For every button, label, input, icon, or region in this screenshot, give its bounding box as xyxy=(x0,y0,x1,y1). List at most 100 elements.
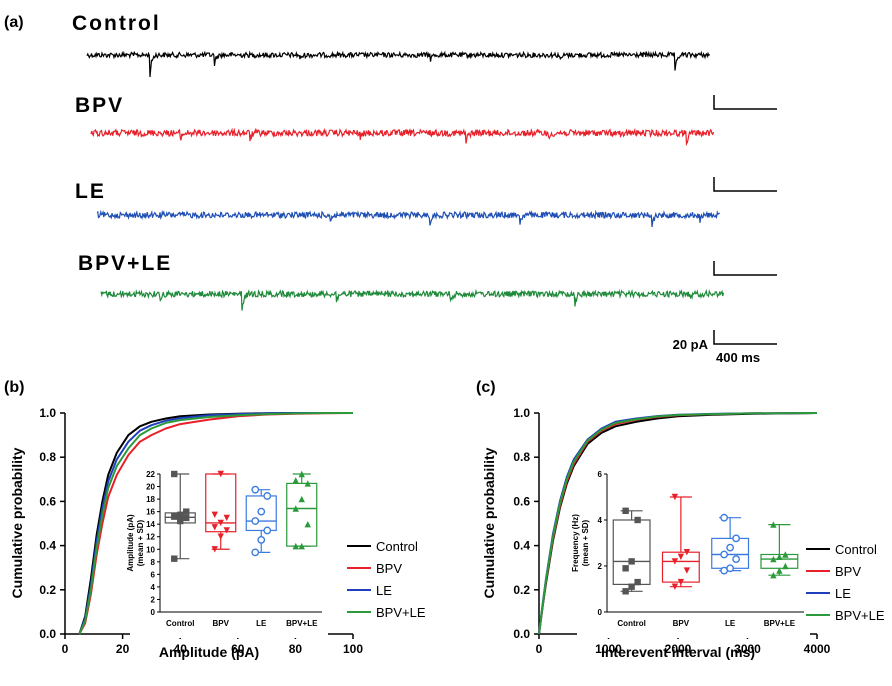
c-y-tick-label: 0.4 xyxy=(513,539,530,553)
c-x-tick-label: 3000 xyxy=(734,642,761,656)
b-inset-group-bpv-le-point xyxy=(304,480,311,487)
b-inset-group-bpv-le-point xyxy=(298,470,305,478)
c-inset-y-tick-label: 0 xyxy=(598,608,603,617)
b-y-tick-label: 0.6 xyxy=(39,494,56,508)
c-legend-label: BPV xyxy=(835,564,861,579)
c-inset-group-le-point xyxy=(726,564,735,573)
b-inset-y-tick-label: 8 xyxy=(151,558,156,567)
b-y-tick-label: 0.4 xyxy=(39,539,56,553)
b-inset-group-le-point xyxy=(257,535,266,544)
b-legend-label: LE xyxy=(376,583,392,598)
scale-bar-main xyxy=(713,330,777,345)
c-y-tick-label: 0.8 xyxy=(513,450,530,464)
b-inset-group-control-point xyxy=(177,511,184,518)
b-inset-y-tick-label: 18 xyxy=(146,495,155,504)
c-inset-group-bpv-le-point xyxy=(776,553,783,560)
b-y-tick-label: 1.0 xyxy=(39,406,56,420)
b-inset-group-bpv-point xyxy=(211,511,218,518)
c-inset-y-axis-title: Frequency (Hz) xyxy=(571,514,580,572)
c-inset-y-tick-label: 2 xyxy=(598,562,603,571)
b-inset-boxplot: 0 2 4 6 8 10 12 14 16 18 20 22 Amplitude (pA) (mean +… xyxy=(126,466,328,638)
b-inset-y-axis-title: Amplitude (pA) xyxy=(126,514,135,572)
b-y-tick-label: 0.0 xyxy=(39,627,56,641)
b-inset-background xyxy=(130,466,328,638)
b-inset-group-bpv-le-point xyxy=(298,495,305,503)
scale-current-label: 20 pA xyxy=(673,337,709,352)
trace-label-control: Control xyxy=(72,12,161,35)
scale-bar-bpv xyxy=(713,95,777,110)
b-inset-group-bpv-point xyxy=(211,524,218,531)
b-series xyxy=(78,412,354,635)
b-x-tick-label: 80 xyxy=(289,642,303,656)
c-inset-group-bpv-le-point xyxy=(776,567,783,574)
b-y-tick-label: 0.2 xyxy=(39,583,56,597)
b-inset-group-bpv-label: BPV xyxy=(213,619,230,628)
c-inset-group-le-point xyxy=(732,534,741,543)
trace-bpv-le xyxy=(100,288,725,311)
b-y-axis-title: Cumulative probability xyxy=(9,447,25,598)
b-inset-y-tick-label: 6 xyxy=(151,570,156,579)
b-legend-label: BPV xyxy=(376,561,402,576)
b-x-axis-title: Amplitude (pA) xyxy=(159,644,259,660)
b-inset-group-control-point xyxy=(171,470,178,478)
c-x-axis-title: Interevent interval (ms) xyxy=(601,644,755,660)
b-x-ticks: 0 20 40 60 80 100 xyxy=(62,634,363,656)
panel-b: (b) 0 20 40 60 80 100 0.00.20.40.60.81.0 Ampl… xyxy=(4,379,426,660)
c-inset-y-tick-label: 6 xyxy=(598,470,603,479)
c-inset-group-control-point xyxy=(628,583,635,590)
b-x-tick-label: 0 xyxy=(62,642,69,656)
c-inset-group-bpv-point xyxy=(671,493,679,501)
scale-bar-le xyxy=(713,177,777,192)
c-y-ticks: 0.0 0.2 0.4 0.6 0.8 1.0 xyxy=(513,406,539,641)
panel-c: (c) 0 1000 2000 3000 4000 0.0 0.2 0.4 0.6 0.8 1.0… xyxy=(476,379,885,660)
c-series xyxy=(538,412,818,635)
panel-c-label: (c) xyxy=(476,379,496,396)
b-inset-group-bpv-le-point xyxy=(292,505,299,512)
b-inset-y-tick-label: 4 xyxy=(151,583,156,592)
c-y-tick-label: 0.6 xyxy=(513,494,530,508)
b-inset-y-tick-label: 0 xyxy=(151,608,156,617)
trace-bpv xyxy=(90,127,715,147)
scale-time-label: 400 ms xyxy=(716,350,760,365)
c-x-tick-label: 0 xyxy=(536,642,543,656)
b-inset-group-le-point xyxy=(251,548,260,557)
c-inset-boxplot: 0 2 4 6 Frequency (Hz) (mean + SD) Control BPV L… xyxy=(571,466,810,638)
c-inset-group-bpv-le-point xyxy=(770,555,777,563)
b-inset-group-control-point xyxy=(171,513,178,520)
c-x-ticks: 0 1000 2000 3000 4000 xyxy=(536,634,831,656)
b-inset-y-tick-label: 16 xyxy=(146,508,155,517)
c-x-tick-label: 2000 xyxy=(665,642,692,656)
c-legend-label: BPV+LE xyxy=(835,608,885,623)
b-legend-label: BPV+LE xyxy=(376,605,426,620)
c-y-tick-label: 0.0 xyxy=(513,627,530,641)
b-inset-group-bpv-le-point xyxy=(304,520,311,528)
c-legend-label: Control xyxy=(835,542,877,557)
c-inset-y-axis-title: (mean + SD) xyxy=(581,519,590,566)
b-inset-y-axis-title: (mean + SD) xyxy=(136,519,145,566)
b-inset-group-le-label: LE xyxy=(256,619,267,628)
c-inset-group-control-point xyxy=(622,507,629,514)
b-inset-group-control-point xyxy=(171,555,178,562)
trace-label-bpv: BPV xyxy=(75,94,124,117)
b-inset-group-control-label: Control xyxy=(166,619,194,628)
c-inset-group-bpv-le-point xyxy=(770,521,777,528)
b-x-tick-label: 20 xyxy=(116,642,130,656)
b-series-line-bpv-le xyxy=(78,412,353,635)
b-legend-label: Control xyxy=(376,539,418,554)
b-legend: Control BPV LE BPV+LE xyxy=(347,539,426,620)
b-inset-group-bpv-le-point xyxy=(298,542,305,550)
b-inset-group-le-point xyxy=(263,492,272,500)
b-inset-group-le-box xyxy=(245,495,277,532)
c-inset-group-bpv-le-point xyxy=(770,572,777,579)
c-y-tick-label: 1.0 xyxy=(513,406,530,420)
b-inset-group-le-point xyxy=(251,517,260,525)
c-inset-group-bpv-label: BPV xyxy=(673,619,690,628)
b-inset-group-bpv-point xyxy=(217,519,224,527)
b-inset-group-le-point xyxy=(263,526,272,535)
c-y-axis-title: Cumulative probability xyxy=(481,447,497,598)
c-inset-group-le-point xyxy=(726,543,735,552)
trace-le xyxy=(96,209,721,228)
b-y-tick-label: 0.8 xyxy=(39,450,56,464)
panel-a-label: (a) xyxy=(4,14,24,31)
